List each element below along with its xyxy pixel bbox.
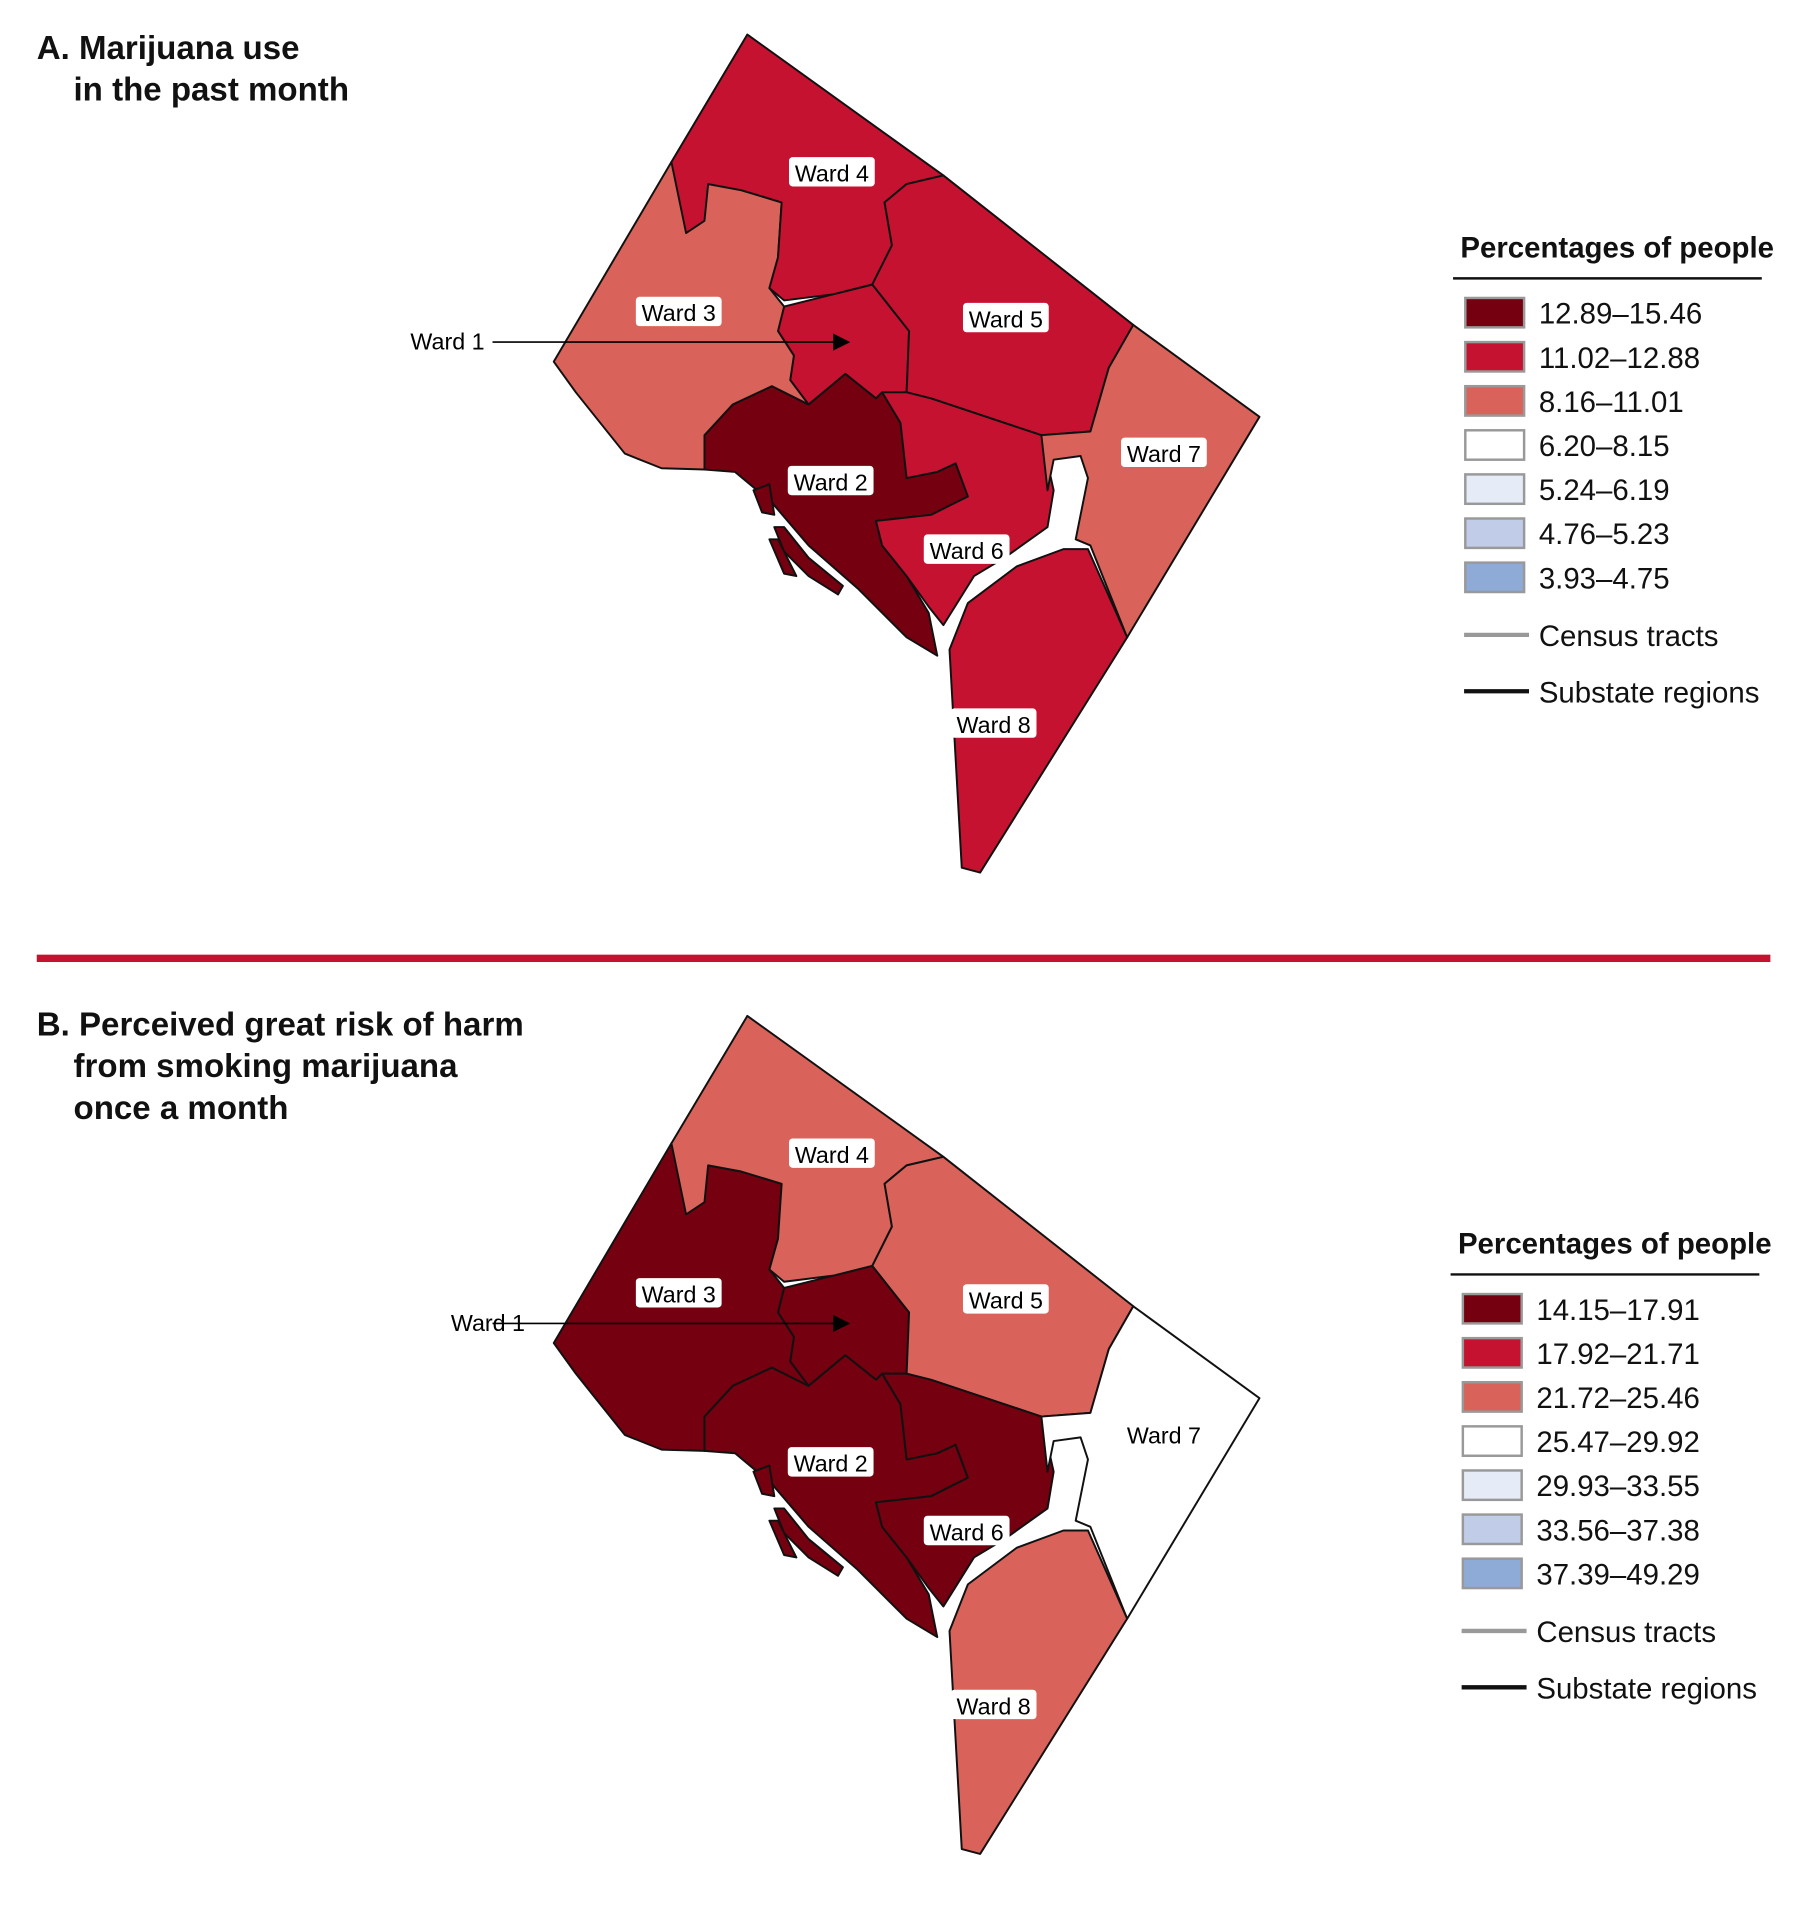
legend-swatch [1464,384,1526,417]
legend-bin-label: 14.15–17.91 [1536,1294,1699,1327]
legend-bin-label: 37.39–49.29 [1536,1558,1699,1591]
region-ward-2-island [773,1507,844,1577]
label-ward-5: Ward 5 [969,1288,1043,1314]
legend-swatch [1464,473,1526,506]
legend-bin-label: 33.56–37.38 [1536,1514,1699,1547]
label-ward-8: Ward 8 [957,1693,1031,1719]
label-ward-4: Ward 4 [795,1142,869,1168]
region-ward-6 [875,1372,1055,1608]
legend-bin-label: 5.24–6.19 [1539,474,1670,507]
label-ward-3: Ward 3 [642,1282,716,1308]
panel-b-legend: Percentages of people 14.15–17.91 17.92–21… [1450,1228,1772,1705]
legend-swatch [1461,1336,1523,1369]
label-ward-3: Ward 3 [642,300,716,326]
label-background [1121,437,1207,468]
label-ward-7: Ward 7 [1127,441,1201,467]
legend-bin-label: 25.47–29.92 [1536,1426,1699,1459]
label-background [635,296,722,327]
label-background [787,1447,874,1477]
legend-line-label: Substate regions [1536,1672,1757,1705]
legend-swatch [1461,1513,1523,1546]
panel-b-title-line1: B. Perceived great risk of harm [37,1007,524,1044]
panel-b: B. Perceived great risk of harm from smo… [37,1007,1772,1855]
legend-title: Percentages of people [1458,1228,1772,1261]
panel-a-legend: Percentages of people 12.89–15.46 11.02–12… [1453,232,1774,709]
arrowhead-icon [833,333,851,351]
legend-bin-label: 11.02–12.88 [1539,342,1700,375]
legend-bin-label: 6.20–8.15 [1539,430,1670,463]
legend-line-label: Census tracts [1536,1616,1716,1649]
legend-line-label: Census tracts [1539,620,1719,653]
label-background [923,1515,1010,1546]
region-ward-6 [875,391,1055,627]
region-ward-2-island [768,1519,798,1559]
label-background [962,1284,1049,1314]
legend-bin-label: 4.76–5.23 [1539,518,1670,551]
region-ward-8 [948,1529,1129,1855]
legend-swatch [1464,296,1526,329]
label-ward-8: Ward 8 [957,712,1031,738]
region-ward-2-island [752,1464,776,1498]
legend-bin-label: 3.93–4.75 [1539,562,1670,595]
label-ward-1: Ward 1 [410,328,484,354]
panel-a: A. Marijuana use in the past month Ward … [37,30,1774,874]
panel-a-title-line1: A. Marijuana use [37,30,300,67]
panel-a-title-line2: in the past month [74,72,350,109]
legend-swatch [1461,1292,1523,1325]
region-ward-2-island [773,526,844,596]
label-ward-7: Ward 7 [1127,1423,1201,1449]
label-background [923,534,1010,564]
region-ward-2-island [768,538,798,578]
label-background [950,708,1037,738]
label-ward-6: Ward 6 [930,1519,1004,1545]
legend-bin-label: 29.93–33.55 [1536,1470,1699,1503]
legend-swatch [1464,429,1526,461]
region-ward-2-island [752,483,776,516]
panel-a-map: Ward 1 Ward 2 Ward 3 Ward 4 Ward 5 Ward 6 Ward… [410,33,1261,874]
legend-title: Percentages of people [1460,232,1774,265]
label-ward-2: Ward 2 [794,469,868,495]
arrowhead-icon [833,1314,851,1333]
label-ward-6: Ward 6 [930,538,1004,564]
legend-swatch [1461,1425,1523,1457]
legend-swatch [1461,1381,1523,1413]
legend-bin-label: 12.89–15.46 [1539,298,1702,331]
label-ward-4: Ward 4 [795,161,869,187]
label-background [1121,1419,1207,1449]
legend-swatch [1464,340,1526,373]
legend-bin-label: 17.92–21.71 [1536,1338,1699,1371]
legend-bin-label: 8.16–11.01 [1539,386,1684,419]
label-background [787,465,874,496]
label-background [789,1138,875,1168]
legend-swatch [1461,1557,1523,1590]
panel-divider [36,954,1771,963]
legend-line-label: Substate regions [1539,676,1760,709]
legend-swatch [1464,517,1526,550]
label-ward-5: Ward 5 [969,306,1043,332]
panel-b-title-line2: from smoking marijuana [74,1048,459,1085]
legend-bin-label: 21.72–25.46 [1536,1382,1699,1415]
label-background [789,157,875,187]
legend-swatch [1461,1469,1523,1502]
panel-b-title-line3: once a month [74,1090,289,1127]
label-background [635,1278,722,1308]
region-ward-8 [948,548,1129,874]
legend-swatch [1464,561,1526,594]
label-background [962,302,1049,333]
label-background [950,1689,1037,1720]
label-ward-2: Ward 2 [794,1451,868,1477]
